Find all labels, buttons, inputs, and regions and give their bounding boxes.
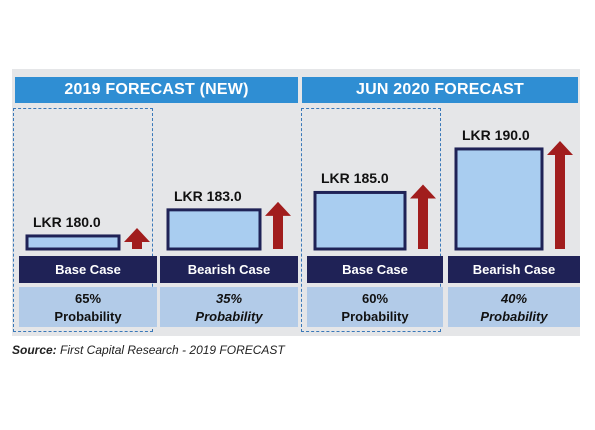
probability-box-2019-forecast-new-base-case: 65% Probability xyxy=(19,287,157,327)
value-label-jun-2020-forecast-bearish-case: LKR 190.0 xyxy=(462,126,530,143)
probability-value: 40% xyxy=(500,291,528,306)
value-label-jun-2020-forecast-base-case: LKR 185.0 xyxy=(321,170,389,187)
panel-header-2019: 2019 FORECAST (NEW) xyxy=(15,77,298,103)
probability-label: Probability xyxy=(195,309,263,324)
value-box-2019-forecast-new-base-case xyxy=(25,234,121,251)
probability-box-jun-2020-forecast-bearish-case: 40% Probability xyxy=(448,287,580,327)
panel-header-jun-2020: JUN 2020 FORECAST xyxy=(302,77,578,103)
probability-box-jun-2020-forecast-base-case: 60% Probability xyxy=(307,287,443,327)
up-arrow-icon xyxy=(547,140,573,249)
case-label-jun-2020-forecast-bearish-case: Bearish Case xyxy=(448,256,580,283)
value-box-jun-2020-forecast-bearish-case xyxy=(454,147,544,251)
probability-value: 35% xyxy=(215,291,243,306)
up-arrow-icon xyxy=(410,184,436,249)
up-arrow-icon xyxy=(265,201,291,249)
value-label-2019-forecast-new-base-case: LKR 180.0 xyxy=(33,213,101,230)
highlight-base-2020 xyxy=(301,108,441,332)
value-label-2019-forecast-new-bearish-case: LKR 183.0 xyxy=(174,187,242,204)
case-label-2019-forecast-new-bearish-case: Bearish Case xyxy=(160,256,298,283)
probability-label: Probability xyxy=(341,309,409,324)
probability-value: 65% xyxy=(74,291,102,306)
probability-value: 60% xyxy=(361,291,389,306)
value-box-2019-forecast-new-bearish-case xyxy=(166,208,262,251)
case-label-2019-forecast-new-base-case: Base Case xyxy=(19,256,157,283)
probability-box-2019-forecast-new-bearish-case: 35% Probability xyxy=(160,287,298,327)
value-box-jun-2020-forecast-base-case xyxy=(313,190,407,251)
source-text: First Capital Research - 2019 FORECAST xyxy=(56,343,285,357)
source-note: Source: First Capital Research - 2019 FO… xyxy=(12,343,285,357)
up-arrow-icon xyxy=(124,227,150,249)
probability-label: Probability xyxy=(480,309,548,324)
highlight-base-2019 xyxy=(13,108,153,332)
probability-label: Probability xyxy=(54,309,122,324)
case-label-jun-2020-forecast-base-case: Base Case xyxy=(307,256,443,283)
source-prefix: Source: xyxy=(12,343,57,357)
